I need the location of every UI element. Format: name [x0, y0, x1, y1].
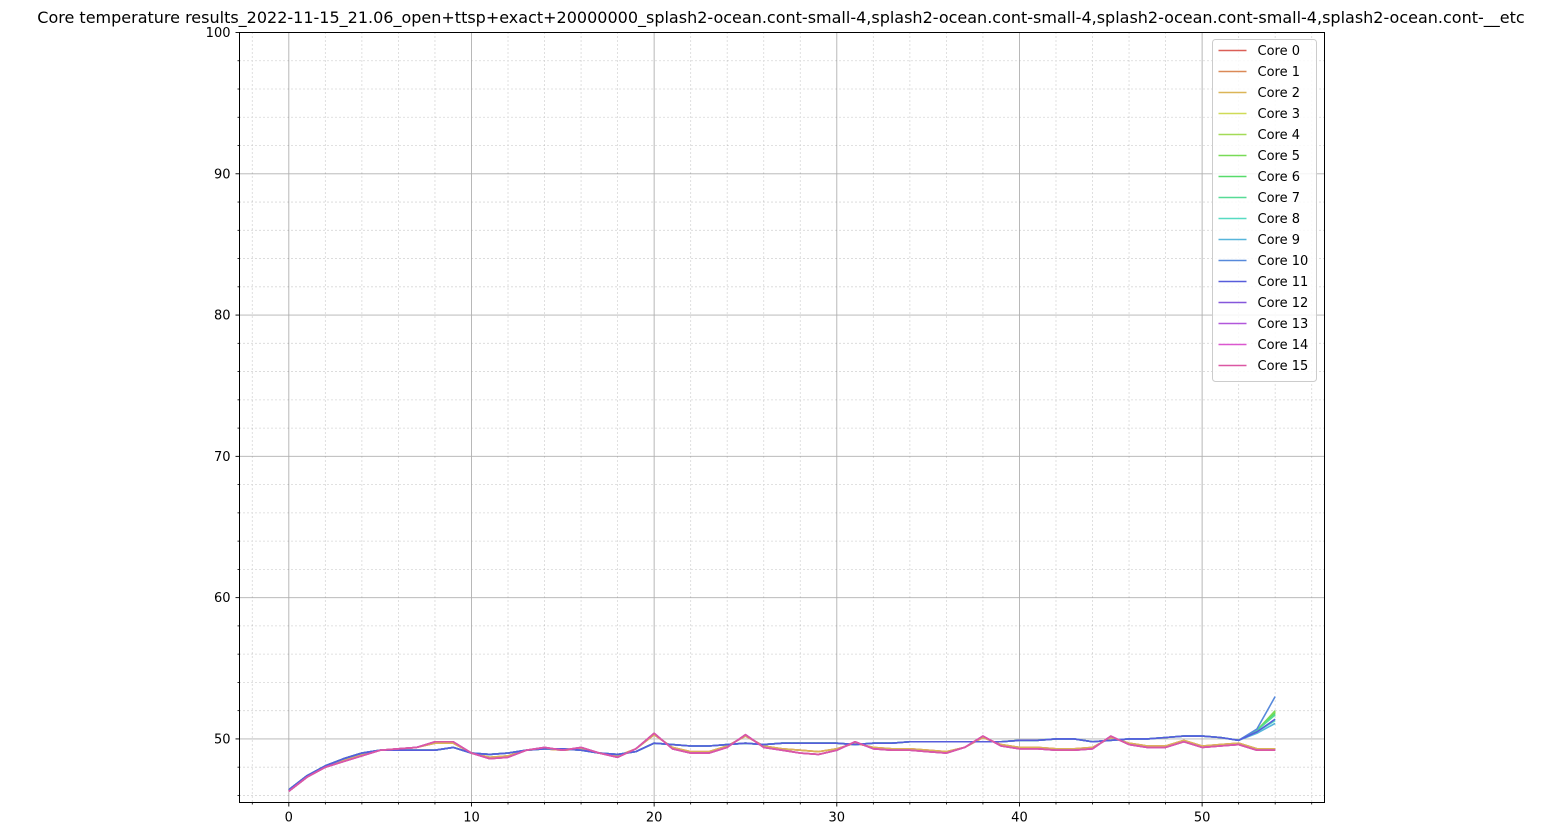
y-tick-label: 90: [214, 167, 231, 182]
legend-label: Core 9: [1258, 233, 1301, 248]
y-tick-label: 50: [214, 732, 231, 747]
series-line-core-2: [288, 733, 1276, 792]
legend-label: Core 7: [1258, 191, 1301, 206]
legend-label: Core 14: [1258, 338, 1309, 353]
axis-ticks: 0 10 20 30 40 50 50 60 70 80 90 100: [206, 26, 1313, 826]
legend-label: Core 2: [1258, 86, 1301, 101]
series-line-core-11: [288, 718, 1276, 791]
plot-frame: [239, 32, 1325, 803]
legend-label: Core 6: [1258, 170, 1301, 185]
legend-label: Core 12: [1258, 296, 1309, 311]
major-grid: [239, 32, 1325, 803]
legend-label: Core 10: [1258, 254, 1309, 269]
legend-label: Core 13: [1258, 317, 1309, 332]
legend-label: Core 8: [1258, 212, 1301, 227]
y-tick-label: 70: [214, 450, 231, 465]
series-line-core-15: [288, 732, 1276, 792]
legend-label: Core 15: [1258, 359, 1309, 374]
series-layer: [288, 696, 1276, 792]
x-tick-label: 20: [646, 811, 663, 826]
legend-box: [1212, 39, 1317, 382]
x-tick-label: 40: [1011, 811, 1028, 826]
legend-label: Core 0: [1258, 44, 1301, 59]
y-tick-label: 80: [214, 309, 231, 324]
x-tick-label: 50: [1194, 811, 1211, 826]
legend-label: Core 4: [1258, 128, 1301, 143]
x-tick-label: 0: [285, 811, 293, 826]
x-tick-label: 30: [829, 811, 846, 826]
x-tick-label: 10: [463, 811, 480, 826]
legend: Core 0 Core 1 Core 2 Core 3 Core 4 Core 5 Core…: [1212, 39, 1317, 382]
minor-grid: [239, 32, 1325, 803]
y-tick-label: 60: [214, 591, 231, 606]
legend-label: Core 11: [1258, 275, 1309, 290]
legend-label: Core 3: [1258, 107, 1301, 122]
y-tick-label: 100: [206, 26, 231, 41]
legend-label: Core 5: [1258, 149, 1301, 164]
chart-title: Core temperature results_2022-11-15_21.0…: [37, 8, 1524, 28]
legend-label: Core 1: [1258, 65, 1301, 80]
